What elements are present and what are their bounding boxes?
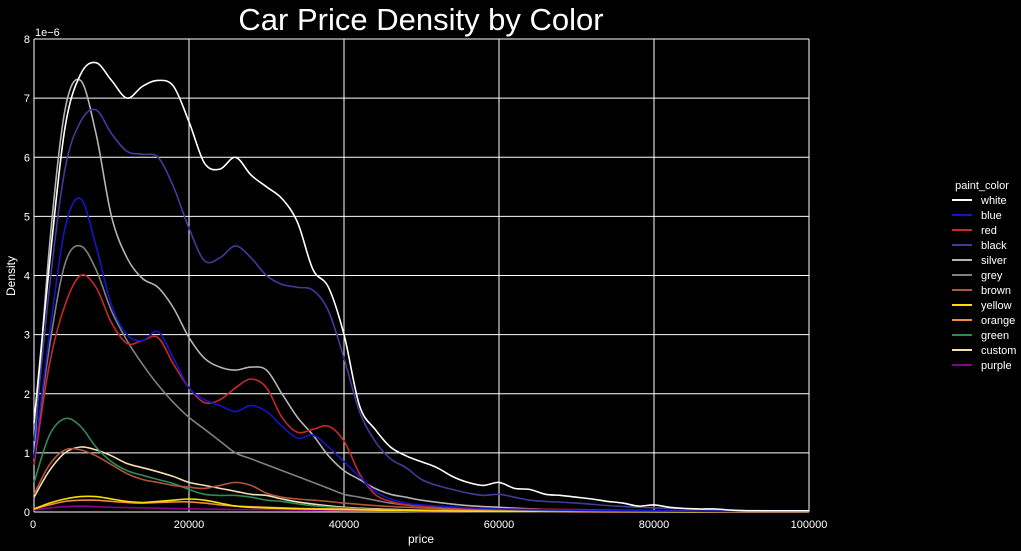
y-tick-label: 2 (24, 389, 30, 401)
x-axis-label: price (408, 532, 434, 546)
y-tick-label: 3 (24, 330, 30, 342)
y-axis-offset-label: 1e−6 (35, 27, 60, 39)
series-line-red (33, 274, 810, 513)
legend-label: yellow (981, 300, 1012, 312)
y-tick-label: 1 (24, 448, 30, 460)
legend-item-yellow: yellow (952, 300, 1012, 312)
series-layer (33, 61, 810, 513)
legend-item-green: green (952, 330, 1009, 342)
legend-item-silver: silver (952, 255, 1007, 267)
legend-item-black: black (952, 240, 1007, 252)
legend-label: grey (981, 270, 1003, 282)
legend-item-custom: custom (952, 345, 1016, 357)
y-tick-label: 4 (24, 271, 30, 283)
legend-label: custom (981, 345, 1016, 357)
x-tick-label: 0 (30, 519, 36, 531)
y-tick-label: 8 (24, 34, 30, 46)
legend-item-blue: blue (952, 210, 1002, 222)
x-tick-label: 60000 (484, 519, 515, 531)
legend-label: silver (981, 255, 1007, 267)
legend-label: red (981, 225, 997, 237)
y-tick-label: 7 (24, 93, 30, 105)
legend-label: orange (981, 315, 1015, 327)
series-line-white (33, 61, 809, 512)
series-line-green (33, 417, 809, 513)
legend-item-brown: brown (952, 285, 1011, 297)
series-line-silver (33, 78, 810, 513)
series-line-yellow (33, 495, 809, 513)
legend-label: brown (981, 285, 1011, 297)
legend-item-white: white (952, 195, 1007, 207)
series-line-grey (33, 244, 809, 513)
grid (33, 38, 810, 513)
legend-label: white (980, 195, 1007, 207)
legend-label: green (981, 330, 1009, 342)
y-axis-label: Density (4, 256, 18, 296)
x-tick-label: 20000 (174, 519, 205, 531)
legend-item-purple: purple (952, 360, 1012, 372)
y-tick-label: 5 (24, 211, 30, 223)
series-line-black (33, 108, 810, 512)
legend-label: blue (981, 210, 1002, 222)
legend-label: purple (981, 360, 1012, 372)
y-tick-label: 0 (24, 507, 30, 519)
x-tick-label: 40000 (329, 519, 360, 531)
x-tick-label: 100000 (791, 519, 828, 531)
legend-label: black (981, 240, 1007, 252)
legend-item-orange: orange (952, 315, 1015, 327)
legend-item-grey: grey (952, 270, 1003, 282)
legend-title: paint_color (955, 180, 1009, 192)
series-line-blue (33, 197, 810, 513)
y-tick-label: 6 (24, 152, 30, 164)
legend: paint_color white blue red black silver grey b… (952, 180, 1016, 372)
legend-item-red: red (952, 225, 997, 237)
chart-title: Car Price Density by Color (238, 2, 603, 37)
x-axis-ticks: 0 20000 40000 60000 80000 100000 (30, 519, 827, 531)
x-tick-label: 80000 (639, 519, 670, 531)
y-axis-ticks: 0 1 2 3 4 5 6 7 8 (24, 34, 30, 519)
